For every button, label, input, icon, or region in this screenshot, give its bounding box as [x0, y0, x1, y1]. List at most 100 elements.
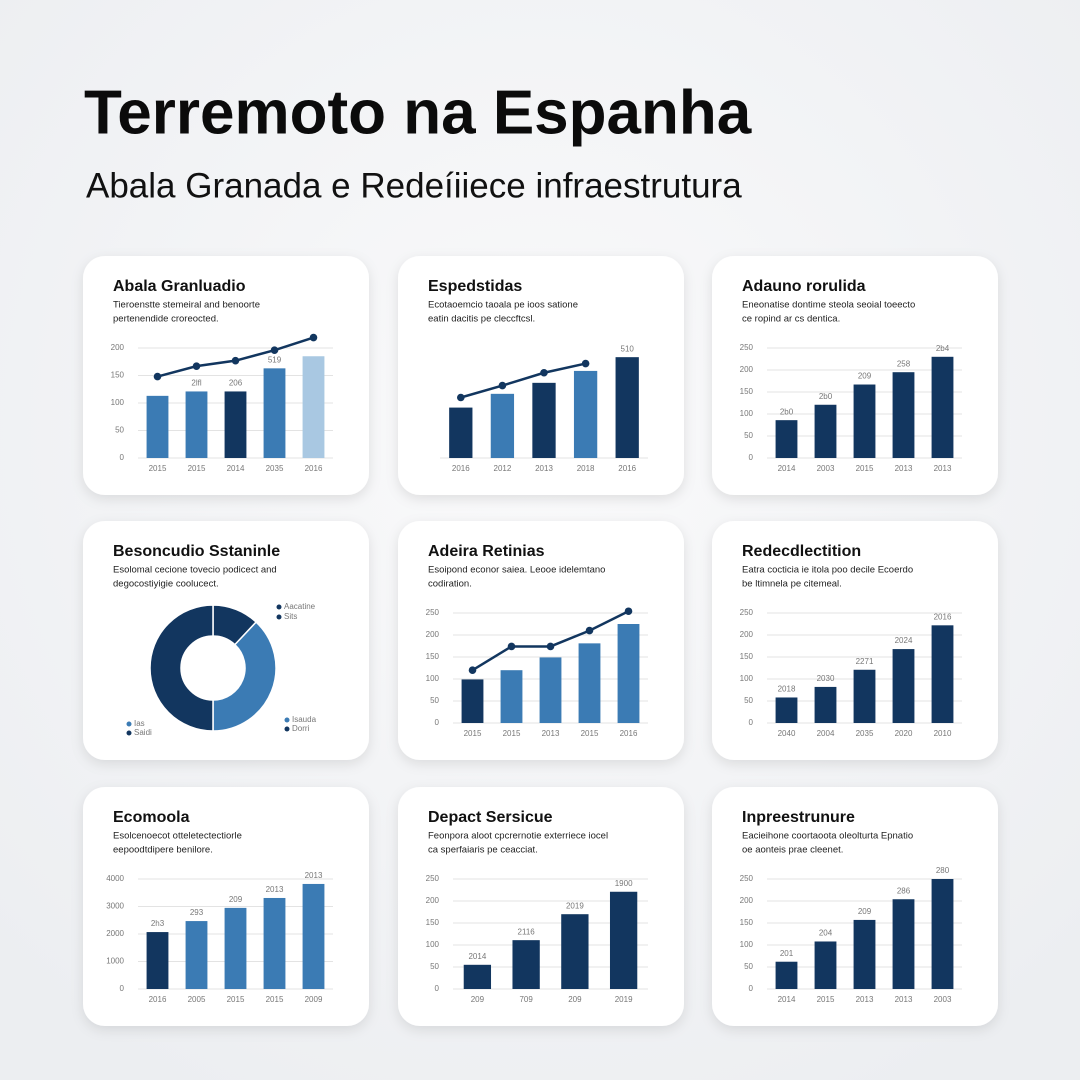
y-tick-label: 200: [426, 630, 440, 639]
bar: [931, 356, 954, 458]
x-tick-label: 2016: [149, 995, 167, 1004]
bar: [463, 964, 492, 989]
y-tick-label: 150: [426, 652, 440, 661]
bar: [931, 625, 954, 723]
bar: [500, 670, 523, 723]
bar-label: 510: [621, 344, 635, 353]
bar-label: 2b0: [819, 392, 833, 401]
card-title: Adauno rorulida: [742, 278, 866, 295]
x-tick-label: 2003: [817, 464, 835, 473]
bar-label: 206: [229, 379, 243, 388]
y-tick-label: 150: [740, 918, 754, 927]
x-tick-label: 2016: [618, 464, 636, 473]
y-tick-label: 0: [749, 718, 754, 727]
bar-label: 209: [858, 372, 872, 381]
y-tick-label: 1000: [106, 957, 124, 966]
legend-label: Aacatine: [284, 602, 316, 611]
y-tick-label: 250: [740, 874, 754, 883]
card-subtitle: Esoipond econor saiea. Leooe idelemtano: [428, 565, 605, 576]
bar: [775, 420, 798, 458]
card-title: Besoncudio Sstaninle: [113, 543, 280, 560]
bar: [775, 697, 798, 723]
legend-label: Saidi: [134, 728, 152, 737]
bar-label: 209: [858, 907, 872, 916]
bar-label: 2014: [468, 952, 486, 961]
bar-label: 2271: [856, 657, 874, 666]
legend-label: Sits: [284, 612, 297, 621]
card-title: Abala Granluadio: [113, 278, 246, 295]
card-subtitle: pertenendide croreocted.: [113, 314, 219, 325]
bar-label: 2013: [305, 871, 323, 880]
x-tick-label: 2015: [581, 729, 599, 738]
page-subtitle: Abala Granada e Redeíiiece infraestrutur…: [86, 166, 742, 205]
bar: [775, 961, 798, 989]
x-tick-label: 2013: [895, 464, 913, 473]
x-tick-label: 2005: [188, 995, 206, 1004]
bar: [263, 897, 286, 989]
y-tick-label: 50: [430, 696, 439, 705]
trend-line: [460, 362, 586, 399]
x-tick-label: 2013: [535, 464, 553, 473]
y-tick-label: 250: [426, 874, 440, 883]
bar-label: 2030: [817, 674, 835, 683]
card-subtitle: ca sperfaiaris pe ceacciat.: [428, 845, 538, 856]
bar: [224, 907, 247, 989]
bar: [853, 384, 876, 458]
y-tick-label: 250: [740, 343, 754, 352]
bar: [892, 372, 915, 458]
y-tick-label: 100: [740, 674, 754, 683]
y-tick-label: 200: [740, 896, 754, 905]
donut-slice: [149, 604, 214, 732]
bar-label: 2016: [934, 612, 952, 621]
line-point: [231, 356, 240, 365]
y-tick-label: 50: [744, 431, 753, 440]
x-tick-label: 209: [471, 995, 485, 1004]
line-point: [546, 642, 555, 651]
bar-label: 2h3: [151, 919, 165, 928]
line-point: [270, 346, 279, 355]
y-tick-label: 50: [115, 426, 124, 435]
line-point: [498, 381, 507, 390]
bar: [853, 919, 876, 989]
line-point: [507, 642, 516, 651]
x-tick-label: 2035: [266, 464, 284, 473]
x-tick-label: 709: [519, 995, 533, 1004]
line-point: [153, 372, 162, 381]
y-tick-label: 0: [120, 453, 125, 462]
bar: [814, 404, 837, 458]
bar: [814, 941, 837, 989]
bar-label: 2019: [566, 901, 584, 910]
bar: [814, 686, 837, 723]
y-tick-label: 200: [426, 896, 440, 905]
card-subtitle: Eneonatise dontime steola seoial toeecto: [742, 300, 915, 311]
x-tick-label: 2018: [577, 464, 595, 473]
y-tick-label: 100: [426, 940, 440, 949]
legend-swatch: [276, 614, 282, 620]
x-tick-label: 2014: [227, 464, 245, 473]
x-tick-label: 2015: [227, 995, 245, 1004]
y-tick-label: 200: [740, 630, 754, 639]
y-tick-label: 150: [740, 652, 754, 661]
x-tick-label: 2012: [494, 464, 512, 473]
card-subtitle: Esolcenoecot otteletectectiorle: [113, 831, 242, 842]
donut-slice: [212, 621, 277, 732]
bar: [146, 395, 169, 458]
bar: [302, 883, 325, 989]
card-subtitle: Ecotaoemcio taoala pe ioos satione: [428, 300, 578, 311]
bar-label: 2013: [266, 885, 284, 894]
line-point: [585, 626, 594, 635]
x-tick-label: 2015: [149, 464, 167, 473]
y-tick-label: 4000: [106, 874, 124, 883]
x-tick-label: 2014: [778, 995, 796, 1004]
line-point: [624, 607, 633, 616]
bar-label: 2116: [518, 927, 536, 936]
bar: [853, 669, 876, 723]
y-tick-label: 200: [111, 343, 125, 352]
x-tick-label: 2019: [615, 995, 633, 1004]
y-tick-label: 250: [426, 608, 440, 617]
x-tick-label: 2015: [503, 729, 521, 738]
x-tick-label: 2015: [856, 464, 874, 473]
y-tick-label: 0: [435, 984, 440, 993]
x-tick-label: 2040: [778, 729, 796, 738]
y-tick-label: 0: [749, 984, 754, 993]
